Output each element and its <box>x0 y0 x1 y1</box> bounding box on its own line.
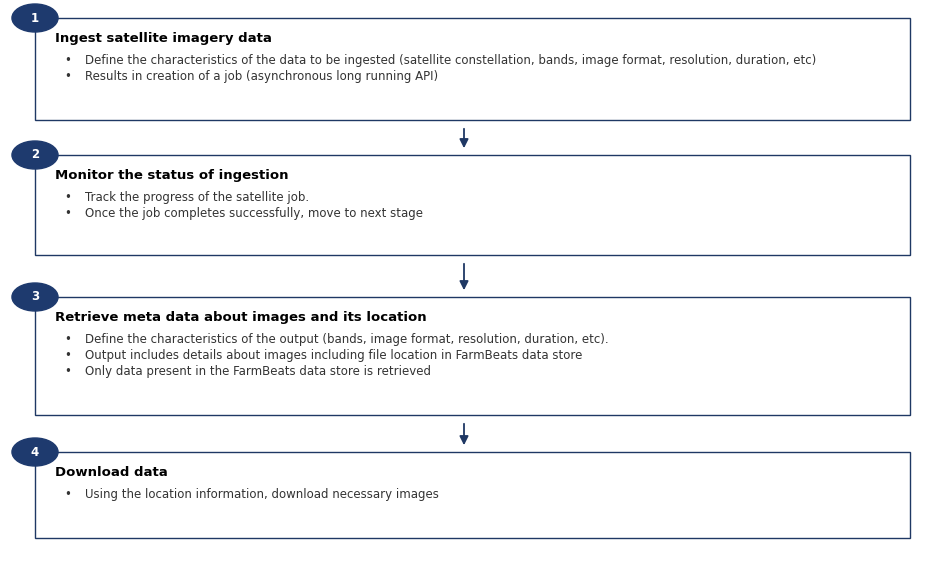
Text: Download data: Download data <box>55 466 168 479</box>
Text: Results in creation of a job (asynchronous long running API): Results in creation of a job (asynchrono… <box>85 70 438 83</box>
Text: •: • <box>65 349 71 362</box>
Text: 1: 1 <box>31 11 39 24</box>
Text: Only data present in the FarmBeats data store is retrieved: Only data present in the FarmBeats data … <box>85 365 430 378</box>
Text: •: • <box>65 333 71 346</box>
Text: •: • <box>65 70 71 83</box>
Text: •: • <box>65 207 71 220</box>
Text: Track the progress of the satellite job.: Track the progress of the satellite job. <box>85 191 309 204</box>
Text: 3: 3 <box>31 290 39 303</box>
Text: Define the characteristics of the output (bands, image format, resolution, durat: Define the characteristics of the output… <box>85 333 608 346</box>
Text: 2: 2 <box>31 148 39 161</box>
Text: Output includes details about images including file location in FarmBeats data s: Output includes details about images inc… <box>85 349 582 362</box>
Text: •: • <box>65 54 71 67</box>
Text: Using the location information, download necessary images: Using the location information, download… <box>85 488 438 501</box>
FancyBboxPatch shape <box>35 18 909 120</box>
Text: Once the job completes successfully, move to next stage: Once the job completes successfully, mov… <box>85 207 423 220</box>
Text: •: • <box>65 365 71 378</box>
FancyBboxPatch shape <box>35 155 909 255</box>
Text: 4: 4 <box>31 446 39 459</box>
Circle shape <box>12 283 58 311</box>
Circle shape <box>12 438 58 466</box>
Text: Monitor the status of ingestion: Monitor the status of ingestion <box>55 169 288 182</box>
Text: •: • <box>65 488 71 501</box>
Circle shape <box>12 141 58 169</box>
FancyBboxPatch shape <box>35 452 909 538</box>
Text: Define the characteristics of the data to be ingested (satellite constellation, : Define the characteristics of the data t… <box>85 54 816 67</box>
FancyBboxPatch shape <box>35 297 909 415</box>
Text: Ingest satellite imagery data: Ingest satellite imagery data <box>55 32 272 45</box>
Text: •: • <box>65 191 71 204</box>
Text: Retrieve meta data about images and its location: Retrieve meta data about images and its … <box>55 311 426 324</box>
Circle shape <box>12 4 58 32</box>
